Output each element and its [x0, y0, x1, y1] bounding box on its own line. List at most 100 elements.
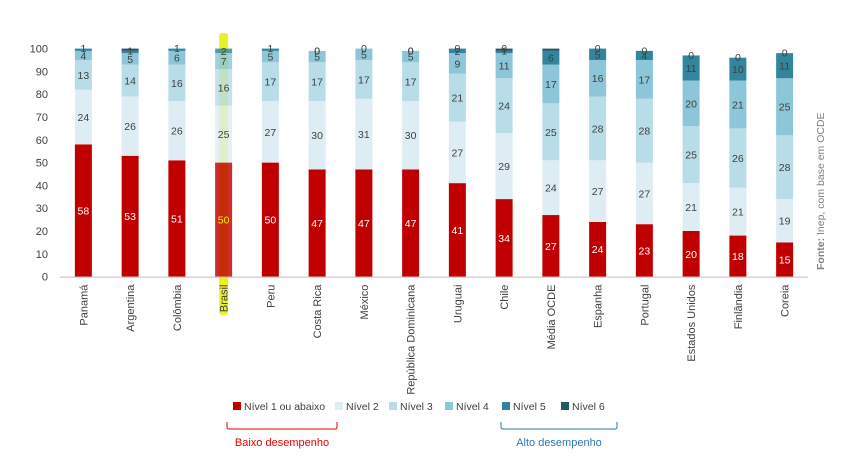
bar-segment — [261, 101, 279, 163]
data-label: 0 — [408, 45, 414, 57]
source-note: Fonte: Inep, com base em OCDE — [815, 112, 827, 270]
bar-segment — [121, 48, 139, 51]
bar-segment — [495, 78, 513, 133]
bar-segment — [308, 169, 326, 277]
category-label: Costa Rica — [312, 284, 324, 339]
data-label: 50 — [265, 215, 277, 227]
bar-segment — [729, 128, 747, 188]
bar-segment — [74, 48, 92, 51]
bar-segment — [635, 224, 653, 277]
bar-segment — [448, 121, 466, 184]
data-label: 27 — [592, 186, 604, 198]
data-label: 16 — [171, 78, 183, 90]
bar-segment — [308, 62, 326, 102]
bar-segment — [355, 48, 373, 60]
legend-label: Nível 2 — [346, 401, 379, 413]
data-label: 17 — [405, 77, 417, 89]
data-label: 19 — [779, 216, 791, 228]
bar-segment — [121, 155, 139, 277]
data-label: 0 — [314, 45, 320, 57]
bar-segment — [402, 50, 420, 63]
legend-label: Nível 5 — [513, 401, 546, 413]
data-label: 16 — [592, 73, 604, 85]
bar-segment — [168, 101, 186, 161]
data-label: 14 — [124, 76, 136, 88]
data-label: 17 — [265, 77, 277, 89]
data-label: 47 — [358, 218, 370, 230]
bar-segment — [682, 231, 700, 277]
y-tick-label: 80 — [36, 89, 48, 101]
bar-segment — [776, 199, 794, 243]
x-axis: Panamá Argentina Colômbia Brasil Peru Costa R… — [60, 276, 808, 395]
bar-segment — [448, 48, 466, 54]
bar-segment — [589, 60, 607, 97]
bar-segment — [215, 48, 233, 54]
data-label: 24 — [78, 112, 90, 124]
data-label: 50 — [218, 215, 230, 227]
data-label: 23 — [639, 245, 651, 257]
category-label: Finlândia — [733, 284, 745, 330]
bar-segment — [542, 103, 560, 161]
bar-segment — [121, 64, 139, 97]
bars — [74, 48, 794, 277]
data-label: 0 — [408, 45, 414, 57]
data-label: 0 — [688, 50, 694, 62]
data-label: 24 — [592, 244, 604, 256]
data-label: 0 — [361, 43, 367, 55]
legend-swatch — [561, 402, 569, 410]
category-label: Colômbia — [172, 284, 184, 331]
data-label: 16 — [218, 82, 230, 94]
data-label: 34 — [498, 233, 510, 245]
y-tick-label: 70 — [36, 112, 48, 124]
bar-segment — [635, 50, 653, 60]
y-tick-label: 90 — [36, 66, 48, 78]
data-label: 0 — [595, 43, 601, 55]
bar-segment — [261, 162, 279, 277]
bar-segment — [402, 169, 420, 277]
data-label: 25 — [545, 127, 557, 139]
data-label: 0 — [501, 43, 507, 55]
bar-segment — [729, 187, 747, 236]
data-label: 0 — [314, 45, 320, 57]
bar-segment — [215, 105, 233, 163]
category-label: Média OCDE — [546, 285, 558, 350]
bar-segment — [261, 48, 279, 51]
legend: Nível 1 ou abaixo Nível 2 Nível 3 Nível 4 Ní… — [226, 401, 618, 449]
legend-swatch — [502, 402, 510, 410]
data-label: 53 — [124, 211, 136, 223]
y-tick-label: 40 — [36, 180, 48, 192]
bar-segment — [542, 48, 560, 51]
data-label: 28 — [592, 123, 604, 135]
category-label: República Dominicana — [406, 284, 418, 395]
data-label: 4 — [641, 50, 647, 62]
data-label: 26 — [732, 153, 744, 165]
category-label: Espanha — [593, 284, 605, 328]
bar-segment — [215, 53, 233, 70]
bar-segment — [495, 199, 513, 277]
y-tick-label: 50 — [36, 158, 48, 170]
data-label: 5 — [595, 49, 601, 61]
bar-segment — [729, 57, 747, 81]
bar-segment — [542, 50, 560, 65]
category-label: Argentina — [125, 284, 137, 332]
legend-label: Nível 6 — [572, 401, 605, 413]
data-label: 20 — [685, 98, 697, 110]
data-label: 13 — [78, 70, 90, 82]
bar-segment — [635, 60, 653, 99]
data-label: 1 — [127, 45, 133, 57]
bar-segment — [74, 50, 92, 60]
data-label: 41 — [452, 225, 464, 237]
category-label: Panamá — [78, 284, 90, 326]
bar-segment — [635, 162, 653, 225]
data-label: 28 — [639, 126, 651, 138]
data-label: 17 — [358, 74, 370, 86]
source-body: Inep, com base em OCDE — [815, 112, 827, 235]
bar-segment — [542, 160, 560, 216]
bar-segment — [682, 183, 700, 231]
data-label: 26 — [124, 121, 136, 133]
data-label: 31 — [358, 129, 370, 141]
bar-segment — [635, 98, 653, 163]
y-tick-label: 30 — [36, 203, 48, 215]
bar-segment — [168, 160, 186, 277]
